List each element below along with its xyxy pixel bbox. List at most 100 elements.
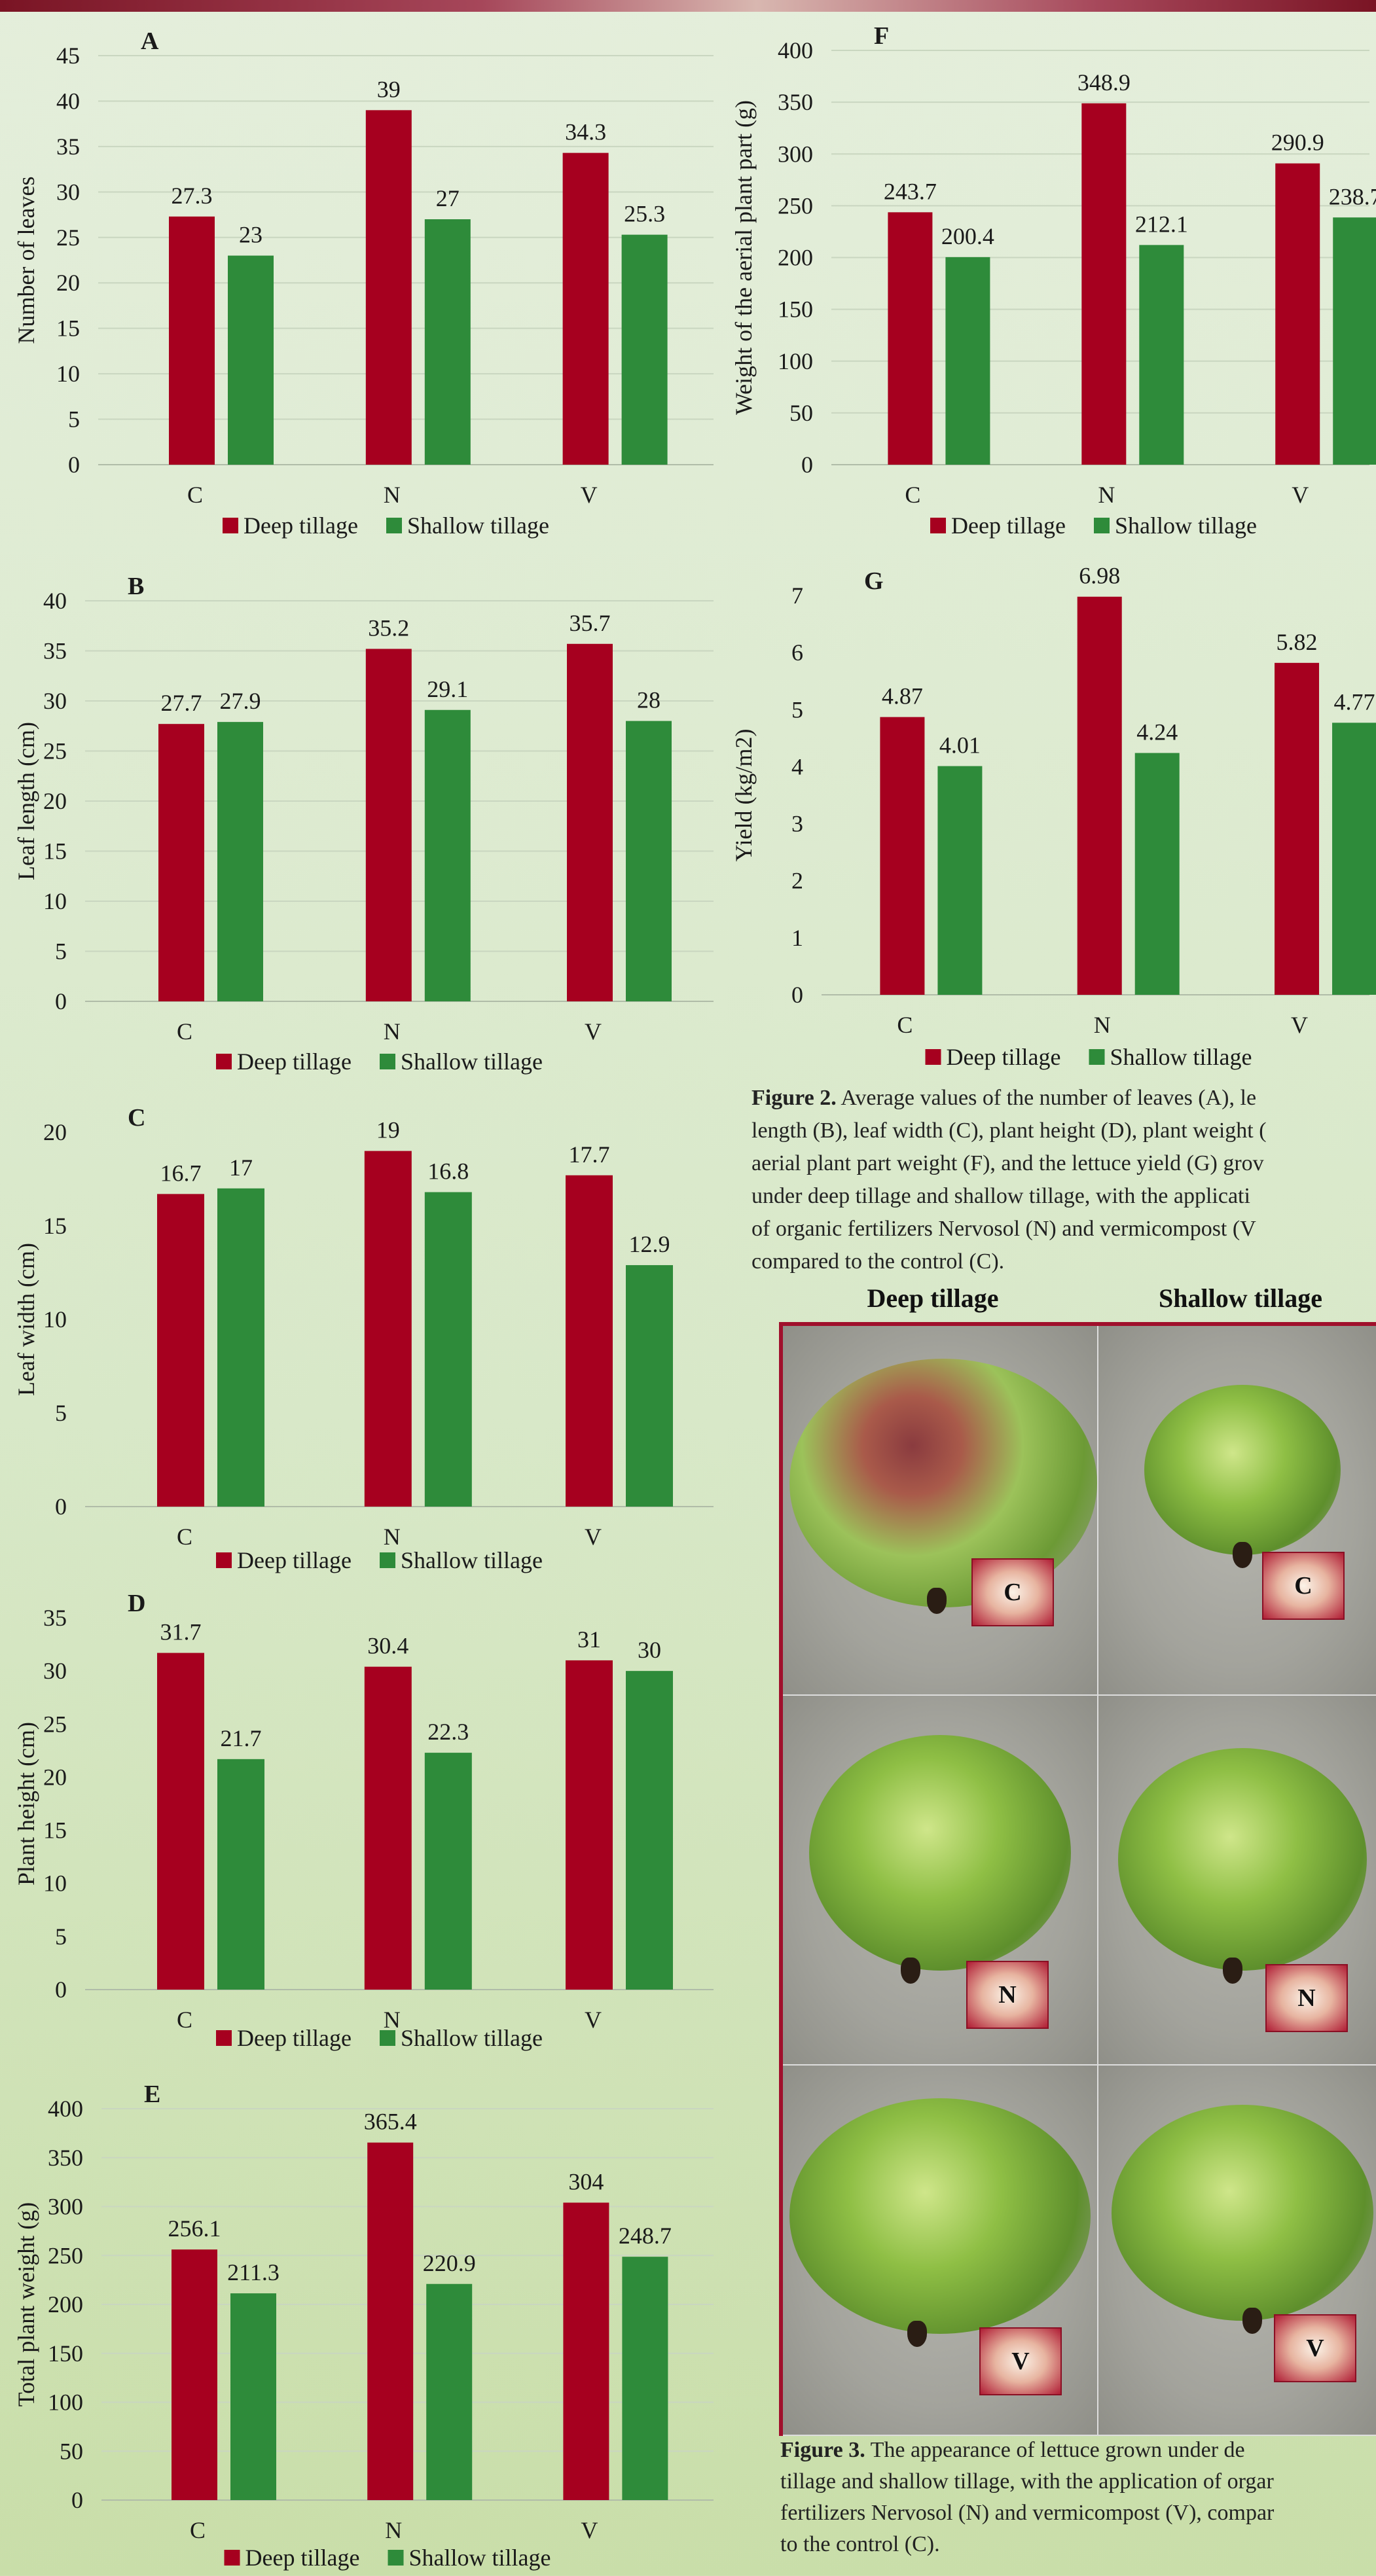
data-label: 200.4 [941, 223, 994, 249]
legend-swatch [223, 518, 238, 533]
data-label: 31.7 [160, 1619, 202, 1645]
figure-2-line-3: aerial plant part weight (F), and the le… [751, 1151, 1264, 1175]
data-label: 27.3 [172, 183, 213, 209]
chart-yield: 0 1 2 3 4 5 6 7 Yield (kg/m2) G 4.87 4.01 C 6.98 4.24 N… [731, 563, 1376, 1070]
y-tick-label: 0 [55, 1494, 67, 1520]
treatment-badge: C [1262, 1552, 1345, 1620]
y-tick-label: 40 [43, 588, 67, 614]
chart-leaf-length: 0 5 10 15 20 25 30 35 40 Leaf length (cm) B 27.7 27.… [13, 573, 714, 1075]
bar [626, 1671, 673, 1990]
y-tick-label: 25 [56, 224, 80, 251]
bar [157, 1194, 204, 1507]
bar [426, 2283, 473, 2500]
legend-label: Deep tillage [237, 1048, 352, 1075]
legend-swatch [224, 2550, 240, 2566]
figure-2-line-1: Average values of the number of leaves (… [841, 1086, 1257, 1110]
bar [1081, 103, 1127, 465]
column-header-deep-tillage: Deep tillage [867, 1283, 999, 1313]
data-label: 35.7 [570, 610, 611, 636]
legend-swatch [216, 1054, 232, 1069]
y-tick-label: 50 [60, 2438, 83, 2464]
legend-swatch [380, 2030, 395, 2046]
data-label: 348.9 [1077, 69, 1131, 96]
lettuce-image [1112, 2105, 1373, 2321]
bar [424, 1753, 472, 1990]
legend-swatch [925, 1049, 941, 1065]
x-tick-label: N [384, 482, 401, 508]
y-tick-label: 5 [68, 406, 80, 433]
data-label: 256.1 [168, 2215, 221, 2242]
y-tick-label: 350 [778, 89, 813, 115]
bar [937, 766, 983, 995]
y-tick-label: 20 [43, 1119, 67, 1145]
bar [626, 721, 672, 1001]
chart-number-of-leaves: 0 5 10 15 20 25 30 35 40 45 Number of leaves A 27.3 2… [13, 27, 714, 539]
bar [228, 255, 274, 465]
figure-3-caption: Figure 3. The appearance of lettuce grow… [780, 2435, 1376, 2560]
x-tick-label: C [177, 1018, 192, 1045]
y-tick-label: 4 [791, 753, 803, 779]
legend-label: Shallow tillage [1110, 1044, 1252, 1070]
legend-label: Deep tillage [245, 2545, 360, 2571]
bar [424, 1192, 472, 1507]
bar [172, 2249, 217, 2500]
lettuce-root-image [907, 2321, 927, 2347]
photo-shallow-vermicompost: V [1098, 2066, 1376, 2436]
y-tick-label: 150 [48, 2340, 83, 2367]
y-tick-label: 2 [791, 868, 803, 894]
figure-3-line-2: tillage and shallow tillage, with the ap… [780, 2469, 1274, 2494]
y-tick-label: 20 [43, 1764, 67, 1790]
y-axis-label: Weight of the aerial plant part (g) [731, 100, 757, 415]
data-label: 17.7 [569, 1141, 610, 1168]
y-axis-label: Leaf width (cm) [13, 1243, 39, 1396]
column-header-shallow-tillage: Shallow tillage [1158, 1283, 1323, 1313]
figure-2-caption: Figure 2. Average values of the number o… [751, 1082, 1376, 1278]
lettuce-image [809, 1735, 1071, 1971]
y-tick-label: 20 [56, 270, 80, 296]
data-label: 6.98 [1079, 563, 1120, 589]
data-label: 21.7 [221, 1725, 262, 1751]
chart-leaf-width: 0 5 10 15 20 Leaf width (cm) C 16.7 17 C 19 16.8 N 17… [13, 1104, 714, 1573]
x-tick-label: V [585, 1018, 602, 1045]
x-tick-label: N [1094, 1012, 1111, 1038]
chart-aerial-part-weight: 0 50 100 150 200 250 300 350 400 Weight of the ae… [731, 22, 1376, 539]
y-tick-label: 5 [791, 696, 803, 723]
data-label: 220.9 [423, 2250, 476, 2276]
data-label: 35.2 [368, 615, 409, 641]
data-label: 212.1 [1135, 211, 1188, 237]
bar [945, 257, 990, 465]
y-tick-label: 7 [791, 582, 803, 609]
bar [365, 649, 412, 1001]
y-tick-label: 200 [778, 245, 813, 271]
bar [217, 1759, 264, 1990]
data-label: 4.24 [1136, 719, 1178, 745]
legend-label: Deep tillage [244, 512, 358, 539]
bar [888, 212, 933, 465]
lettuce-image [1118, 1748, 1367, 1971]
lettuce-root-image [901, 1958, 920, 1984]
legend-swatch [216, 1552, 232, 1568]
panel-label: B [128, 573, 144, 600]
chart-plant-height: 0 5 10 15 20 25 30 35 Plant height (cm) D 31.7 21.7… [13, 1590, 714, 2051]
data-label: 27 [436, 185, 460, 211]
y-tick-label: 20 [43, 788, 67, 814]
data-label: 243.7 [884, 178, 937, 204]
bar [1077, 596, 1122, 995]
treatment-badge: V [1274, 2314, 1356, 2382]
legend-swatch [1089, 1049, 1105, 1065]
bar [217, 1188, 264, 1507]
y-tick-label: 50 [789, 400, 813, 426]
y-tick-label: 10 [43, 888, 67, 914]
bar [1333, 217, 1376, 465]
y-tick-label: 400 [778, 37, 813, 63]
bar [1275, 662, 1320, 995]
y-tick-label: 1 [791, 925, 803, 951]
bar [1332, 723, 1376, 995]
x-tick-label: V [581, 2517, 598, 2543]
y-tick-label: 10 [43, 1870, 67, 1897]
data-label: 28 [637, 687, 661, 713]
photo-deep-vermicompost: V [783, 2066, 1098, 2436]
bar [367, 2142, 414, 2500]
bar [157, 1653, 204, 1990]
photo-deep-control: C [783, 1326, 1098, 1696]
